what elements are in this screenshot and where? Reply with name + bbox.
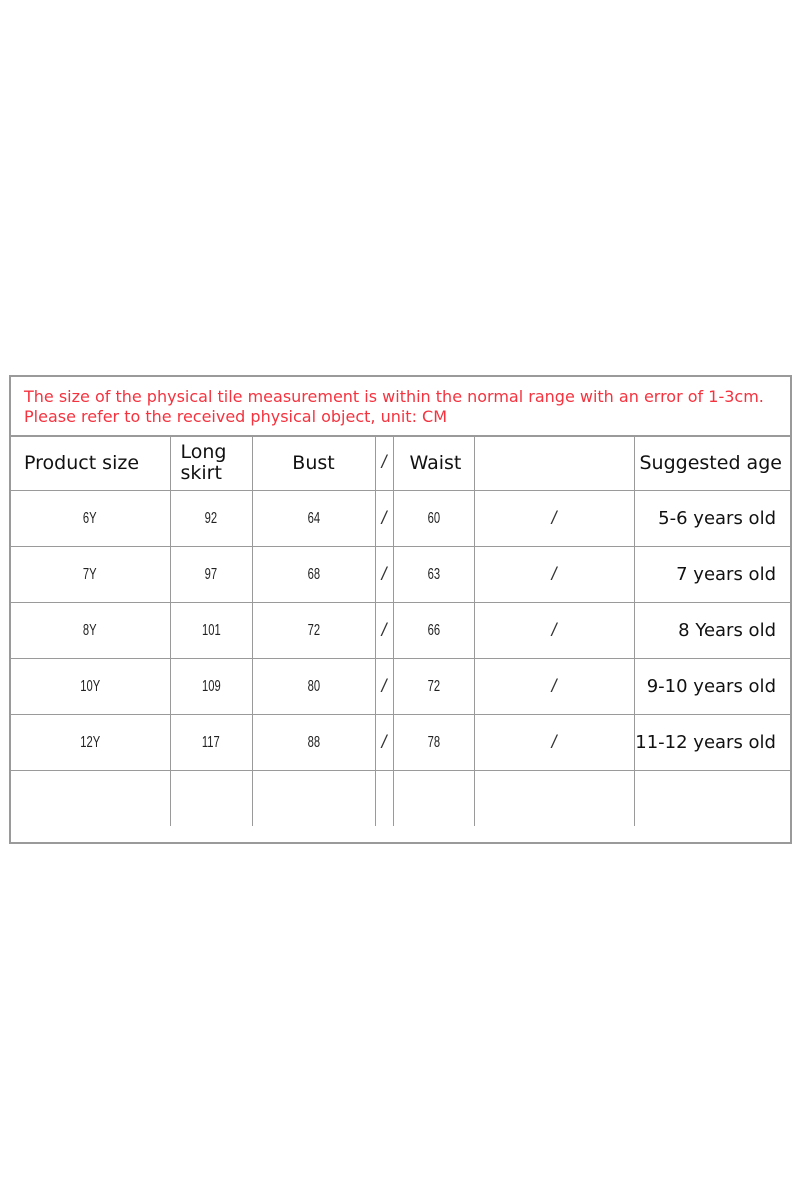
column-header (473, 435, 635, 491)
table-cell: 101 (169, 602, 253, 659)
measurement-note: The size of the physical tile measuremen… (11, 377, 790, 437)
cell-value: / (381, 564, 387, 584)
table-cell: 5-6 years old (633, 490, 792, 547)
cell-value: / (551, 676, 557, 696)
cell-value: 66 (427, 621, 440, 639)
table-cell: 97 (169, 546, 253, 603)
empty-cell (633, 770, 792, 826)
table-cell: 8 Years old (633, 602, 792, 659)
table-row: 6Y 92 64 / 60 / 5-6 years old (11, 490, 792, 547)
column-header: Bust (251, 435, 376, 491)
cell-value: 92 (204, 509, 218, 527)
table-cell: 72 (392, 658, 475, 715)
cell-value: 64 (307, 509, 320, 527)
column-header: / (374, 435, 394, 491)
suggested-age: 7 years old (676, 564, 776, 585)
cell-value: 88 (307, 733, 320, 751)
suggested-age: 11-12 years old (635, 732, 776, 753)
cell-value: 10Y (80, 677, 101, 695)
cell-value: / (381, 732, 387, 752)
note-line-2: Please refer to the received physical ob… (24, 407, 448, 426)
cell-value: / (551, 508, 557, 528)
table-cell: / (473, 490, 635, 547)
cell-value: 12Y (80, 733, 101, 751)
table-cell: 10Y (11, 658, 171, 715)
table-cell: / (473, 546, 635, 603)
table-cell: / (374, 490, 394, 547)
cell-value: 80 (307, 677, 320, 695)
suggested-age: 5-6 years old (658, 508, 776, 529)
cell-value: 101 (201, 621, 221, 639)
table-cell: 78 (392, 714, 475, 771)
suggested-age: 9-10 years old (646, 676, 776, 697)
cell-value: 72 (427, 677, 440, 695)
table-cell: 117 (169, 714, 253, 771)
empty-cell (251, 770, 376, 826)
size-chart: The size of the physical tile measuremen… (9, 375, 792, 844)
table-cell: 80 (251, 658, 376, 715)
cell-value: / (551, 732, 557, 752)
table-row: 10Y 109 80 / 72 / 9-10 years old (11, 658, 792, 715)
table-cell: 92 (169, 490, 253, 547)
cell-value: / (381, 508, 387, 528)
table-cell: 88 (251, 714, 376, 771)
cell-value: 109 (201, 677, 221, 695)
cell-value: / (551, 564, 557, 584)
cell-value: 6Y (83, 509, 98, 527)
suggested-age: 8 Years old (678, 620, 776, 641)
table-cell: / (374, 546, 394, 603)
cell-value: 117 (202, 733, 220, 751)
table-cell: 109 (169, 658, 253, 715)
column-header: Suggested age (633, 435, 792, 491)
table-cell: / (473, 714, 635, 771)
table-cell: / (374, 714, 394, 771)
table-cell: 11-12 years old (633, 714, 792, 771)
cell-value: / (381, 620, 387, 640)
empty-row (11, 770, 792, 826)
table-cell: 60 (392, 490, 475, 547)
cell-value: 63 (427, 565, 440, 583)
table-row: 7Y 97 68 / 63 / 7 years old (11, 546, 792, 603)
empty-cell (169, 770, 253, 826)
table-cell: 64 (251, 490, 376, 547)
table-row: 12Y 117 88 / 78 / 11-12 years old (11, 714, 792, 771)
cell-value: 8Y (83, 621, 98, 639)
table-cell: / (473, 658, 635, 715)
table-cell: 72 (251, 602, 376, 659)
table-cell: / (374, 658, 394, 715)
cell-value: 78 (427, 733, 440, 751)
cell-value: 68 (307, 565, 320, 583)
table-cell: 66 (392, 602, 475, 659)
table-cell: / (374, 602, 394, 659)
table-row: 8Y 101 72 / 66 / 8 Years old (11, 602, 792, 659)
table-cell: 6Y (11, 490, 171, 547)
empty-cell (374, 770, 394, 826)
header-row: Product size Long skirt Bust / Waist Suggeste… (11, 435, 792, 491)
table-cell: 63 (392, 546, 475, 603)
cell-value: 7Y (83, 565, 98, 583)
cell-value: / (551, 620, 557, 640)
empty-cell (392, 770, 475, 826)
table-cell: 7 years old (633, 546, 792, 603)
column-header: Product size (11, 435, 171, 491)
size-table: Product size Long skirt Bust / Waist Suggeste… (11, 435, 792, 826)
empty-cell (473, 770, 635, 826)
table-cell: 7Y (11, 546, 171, 603)
cell-value: 97 (204, 565, 218, 583)
cell-value: 60 (427, 509, 440, 527)
table-cell: 68 (251, 546, 376, 603)
table-cell: 8Y (11, 602, 171, 659)
column-header: Waist (392, 435, 475, 491)
column-header: Long skirt (169, 435, 253, 491)
cell-value: 72 (307, 621, 320, 639)
note-line-1: The size of the physical tile measuremen… (24, 387, 764, 406)
table-cell: 12Y (11, 714, 171, 771)
cell-value: / (381, 676, 387, 696)
empty-cell (11, 770, 171, 826)
table-cell: / (473, 602, 635, 659)
table-cell: 9-10 years old (633, 658, 792, 715)
